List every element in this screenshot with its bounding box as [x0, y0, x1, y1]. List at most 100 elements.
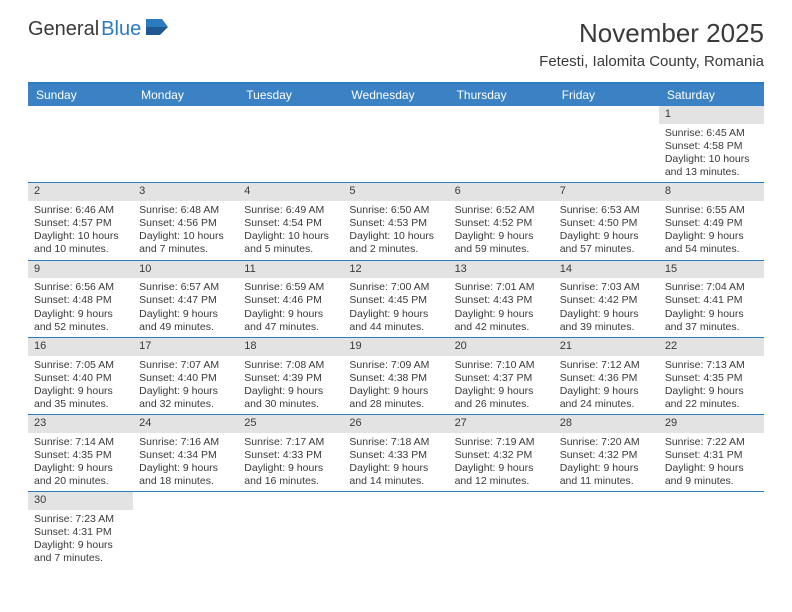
daylight2-label: and 5 minutes.: [244, 243, 337, 256]
sunrise-label: Sunrise: 7:03 AM: [560, 281, 653, 294]
sunset-label: Sunset: 4:56 PM: [139, 217, 232, 230]
daylight2-label: and 10 minutes.: [34, 243, 127, 256]
day-number: 24: [133, 415, 238, 433]
daylight1-label: Daylight: 9 hours: [244, 385, 337, 398]
day-header-sunday: Sunday: [28, 84, 133, 106]
day-content: Sunrise: 7:14 AMSunset: 4:35 PMDaylight:…: [28, 433, 133, 492]
day-content: Sunrise: 7:13 AMSunset: 4:35 PMDaylight:…: [659, 356, 764, 415]
day-cell: 21Sunrise: 7:12 AMSunset: 4:36 PMDayligh…: [554, 338, 659, 414]
day-cell: 18Sunrise: 7:08 AMSunset: 4:39 PMDayligh…: [238, 338, 343, 414]
sunrise-label: Sunrise: 6:49 AM: [244, 204, 337, 217]
day-number: 13: [449, 261, 554, 279]
sunrise-label: Sunrise: 6:53 AM: [560, 204, 653, 217]
title-block: November 2025 Fetesti, Ialomita County, …: [539, 18, 764, 70]
daylight2-label: and 12 minutes.: [455, 475, 548, 488]
day-cell: 11Sunrise: 6:59 AMSunset: 4:46 PMDayligh…: [238, 261, 343, 337]
empty-cell: [238, 106, 343, 182]
logo-text-blue: Blue: [101, 18, 141, 41]
daylight2-label: and 16 minutes.: [244, 475, 337, 488]
day-content: Sunrise: 7:01 AMSunset: 4:43 PMDaylight:…: [449, 278, 554, 337]
day-content: Sunrise: 7:20 AMSunset: 4:32 PMDaylight:…: [554, 433, 659, 492]
day-number: 11: [238, 261, 343, 279]
week-row: 9Sunrise: 6:56 AMSunset: 4:48 PMDaylight…: [28, 261, 764, 338]
day-cell: 17Sunrise: 7:07 AMSunset: 4:40 PMDayligh…: [133, 338, 238, 414]
week-row: 1Sunrise: 6:45 AMSunset: 4:58 PMDaylight…: [28, 106, 764, 183]
daylight1-label: Daylight: 9 hours: [665, 230, 758, 243]
calendar: SundayMondayTuesdayWednesdayThursdayFrid…: [28, 82, 764, 569]
empty-cell: [554, 492, 659, 568]
day-number: 12: [343, 261, 448, 279]
day-cell: 12Sunrise: 7:00 AMSunset: 4:45 PMDayligh…: [343, 261, 448, 337]
sunset-label: Sunset: 4:34 PM: [139, 449, 232, 462]
day-content: Sunrise: 6:52 AMSunset: 4:52 PMDaylight:…: [449, 201, 554, 260]
day-cell: 1Sunrise: 6:45 AMSunset: 4:58 PMDaylight…: [659, 106, 764, 182]
daylight2-label: and 9 minutes.: [665, 475, 758, 488]
sunrise-label: Sunrise: 7:20 AM: [560, 436, 653, 449]
day-number: 18: [238, 338, 343, 356]
day-number: 21: [554, 338, 659, 356]
day-content: Sunrise: 7:22 AMSunset: 4:31 PMDaylight:…: [659, 433, 764, 492]
sunrise-label: Sunrise: 7:05 AM: [34, 359, 127, 372]
sunrise-label: Sunrise: 7:23 AM: [34, 513, 127, 526]
day-content: Sunrise: 6:53 AMSunset: 4:50 PMDaylight:…: [554, 201, 659, 260]
day-header-thursday: Thursday: [449, 84, 554, 106]
daylight1-label: Daylight: 9 hours: [34, 308, 127, 321]
day-content: Sunrise: 7:23 AMSunset: 4:31 PMDaylight:…: [28, 510, 133, 569]
day-number: 10: [133, 261, 238, 279]
sunset-label: Sunset: 4:53 PM: [349, 217, 442, 230]
daylight2-label: and 52 minutes.: [34, 321, 127, 334]
sunrise-label: Sunrise: 6:55 AM: [665, 204, 758, 217]
day-content: Sunrise: 7:08 AMSunset: 4:39 PMDaylight:…: [238, 356, 343, 415]
day-number: 20: [449, 338, 554, 356]
empty-cell: [238, 492, 343, 568]
daylight2-label: and 26 minutes.: [455, 398, 548, 411]
daylight2-label: and 22 minutes.: [665, 398, 758, 411]
day-content: Sunrise: 7:05 AMSunset: 4:40 PMDaylight:…: [28, 356, 133, 415]
day-content: Sunrise: 7:04 AMSunset: 4:41 PMDaylight:…: [659, 278, 764, 337]
day-number: 14: [554, 261, 659, 279]
day-cell: 29Sunrise: 7:22 AMSunset: 4:31 PMDayligh…: [659, 415, 764, 491]
daylight2-label: and 54 minutes.: [665, 243, 758, 256]
day-number: 17: [133, 338, 238, 356]
sunset-label: Sunset: 4:31 PM: [34, 526, 127, 539]
empty-cell: [554, 106, 659, 182]
sunrise-label: Sunrise: 7:18 AM: [349, 436, 442, 449]
daylight2-label: and 49 minutes.: [139, 321, 232, 334]
logo: General Blue: [28, 18, 168, 41]
day-number: 16: [28, 338, 133, 356]
day-number: 28: [554, 415, 659, 433]
day-header-saturday: Saturday: [659, 84, 764, 106]
sunrise-label: Sunrise: 6:56 AM: [34, 281, 127, 294]
daylight1-label: Daylight: 9 hours: [560, 462, 653, 475]
day-number: 1: [659, 106, 764, 124]
sunset-label: Sunset: 4:37 PM: [455, 372, 548, 385]
empty-cell: [343, 106, 448, 182]
day-content: Sunrise: 7:10 AMSunset: 4:37 PMDaylight:…: [449, 356, 554, 415]
day-cell: 20Sunrise: 7:10 AMSunset: 4:37 PMDayligh…: [449, 338, 554, 414]
daylight1-label: Daylight: 9 hours: [244, 308, 337, 321]
daylight1-label: Daylight: 9 hours: [349, 308, 442, 321]
sunrise-label: Sunrise: 7:09 AM: [349, 359, 442, 372]
sunset-label: Sunset: 4:47 PM: [139, 294, 232, 307]
sunrise-label: Sunrise: 7:01 AM: [455, 281, 548, 294]
empty-cell: [449, 492, 554, 568]
daylight2-label: and 57 minutes.: [560, 243, 653, 256]
daylight2-label: and 37 minutes.: [665, 321, 758, 334]
daylight1-label: Daylight: 9 hours: [455, 230, 548, 243]
daylight2-label: and 18 minutes.: [139, 475, 232, 488]
day-cell: 10Sunrise: 6:57 AMSunset: 4:47 PMDayligh…: [133, 261, 238, 337]
day-header-wednesday: Wednesday: [343, 84, 448, 106]
day-content: Sunrise: 7:17 AMSunset: 4:33 PMDaylight:…: [238, 433, 343, 492]
day-number: 30: [28, 492, 133, 510]
daylight1-label: Daylight: 10 hours: [244, 230, 337, 243]
day-content: Sunrise: 7:09 AMSunset: 4:38 PMDaylight:…: [343, 356, 448, 415]
week-row: 23Sunrise: 7:14 AMSunset: 4:35 PMDayligh…: [28, 415, 764, 492]
day-number: 27: [449, 415, 554, 433]
empty-cell: [28, 106, 133, 182]
week-row: 30Sunrise: 7:23 AMSunset: 4:31 PMDayligh…: [28, 492, 764, 568]
sunset-label: Sunset: 4:50 PM: [560, 217, 653, 230]
day-content: Sunrise: 6:45 AMSunset: 4:58 PMDaylight:…: [659, 124, 764, 183]
day-content: Sunrise: 7:00 AMSunset: 4:45 PMDaylight:…: [343, 278, 448, 337]
day-content: Sunrise: 6:56 AMSunset: 4:48 PMDaylight:…: [28, 278, 133, 337]
daylight2-label: and 2 minutes.: [349, 243, 442, 256]
